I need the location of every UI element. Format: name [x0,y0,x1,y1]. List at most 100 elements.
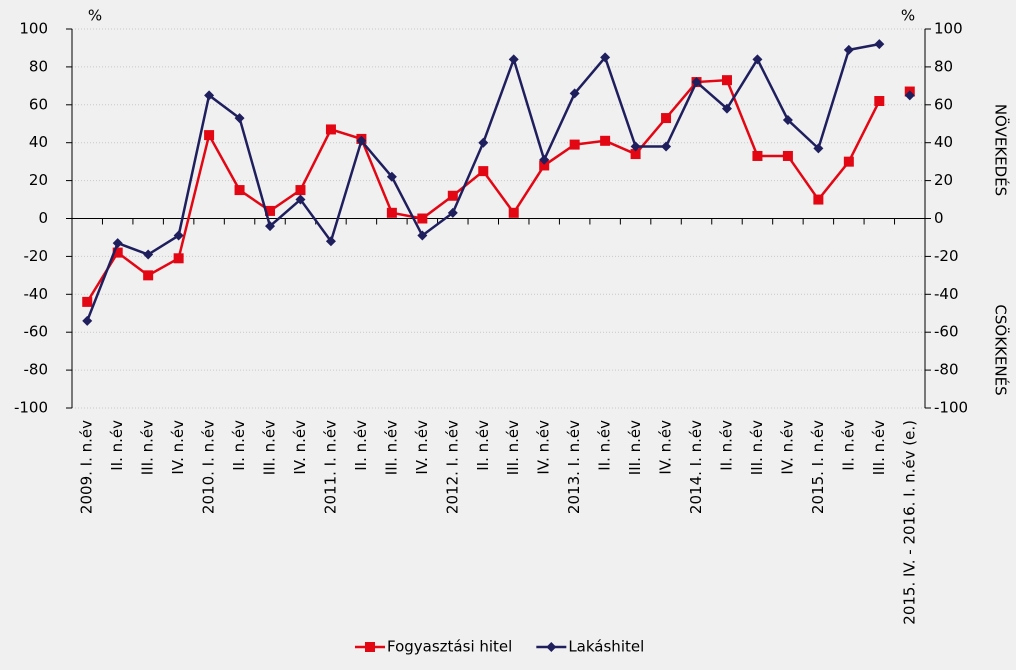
marker [112,238,123,249]
marker [752,150,763,161]
y-tick-label: -60 [24,323,49,341]
marker [569,88,580,99]
x-tick-label: II. n.év [839,420,857,471]
y-tick-label: -20 [24,247,49,265]
legend-marker [365,642,375,652]
y2-tick-label: 20 [934,171,953,189]
x-tick-label: II. n.év [717,420,735,471]
x-tick-label: 2009. I. n.év [78,420,96,514]
x-tick-label: IV. n.év [413,420,431,475]
y2-tick-label: 80 [934,57,953,75]
y2-axis-label: % [901,7,915,25]
marker [600,52,611,63]
marker [569,139,580,150]
marker [630,141,641,152]
marker [447,207,458,218]
legend-label: Lakáshitel [568,638,644,656]
y2-tick-label: -100 [934,399,968,417]
marker [386,171,397,182]
y2-tick-label: -40 [934,285,959,303]
x-tick-label: III. n.év [870,420,888,475]
marker [325,124,336,135]
marker [356,135,367,146]
x-tick-label: IV. n.év [778,420,796,475]
marker [173,253,184,264]
marker [691,77,702,88]
marker [782,114,793,125]
x-tick-label: IV. n.év [657,420,675,475]
marker [173,230,184,241]
x-tick-label: 2011. I. n.év [321,420,339,514]
marker [843,44,854,55]
marker [143,249,154,260]
y2-tick-label: 0 [934,209,944,227]
y2-tick-label: 40 [934,133,953,151]
marker [661,141,672,152]
x-tick-label: 2014. I. n.év [687,420,705,514]
y-tick-label: 0 [38,209,48,227]
y-tick-label: 100 [19,20,48,38]
x-tick-label: III. n.év [626,420,644,475]
marker [234,113,245,124]
marker [508,207,519,218]
y-tick-label: 20 [29,171,48,189]
marker [265,205,276,216]
marker [813,194,824,205]
marker [82,315,93,326]
marker [752,54,763,65]
y2-tick-label: 60 [934,95,953,113]
x-tick-label: II. n.év [230,420,248,471]
marker [539,160,550,171]
marker [386,207,397,218]
marker [447,190,458,201]
x-tick-label: III. n.év [382,420,400,475]
y2-tick-label: 100 [934,20,963,38]
marker [204,130,215,141]
marker [265,221,276,232]
marker [417,213,428,224]
legend-label: Fogyasztási hitel [387,638,512,656]
y-tick-label: 40 [29,133,48,151]
x-tick-label: II. n.év [108,420,126,471]
y-tick-label: -80 [24,361,49,379]
x-tick-label: IV. n.év [169,420,187,475]
y-tick-label: -100 [14,399,48,417]
x-tick-label: III. n.év [139,420,157,475]
legend-marker [546,642,557,652]
y-tick-label: 80 [29,57,48,75]
marker [843,156,854,167]
y2-tick-label: -80 [934,361,959,379]
marker [417,230,428,241]
x-tick-label: 2015. I. n.év [809,420,827,514]
marker [721,103,732,114]
x-tick-label: II. n.év [352,420,370,471]
marker [904,90,915,101]
marker [234,185,245,196]
marker [204,90,215,101]
marker [112,247,123,258]
marker [813,143,824,154]
x-tick-label: IV. n.év [291,420,309,475]
marker [874,96,885,107]
x-tick-label: III. n.év [261,420,279,475]
y-tick-label: -40 [24,285,49,303]
marker [478,137,489,148]
x-tick-label: II. n.év [474,420,492,471]
marker [661,113,672,124]
y-axis-label: % [88,7,102,25]
marker [721,75,732,86]
marker [295,194,306,205]
y2-tick-label: -60 [934,323,959,341]
marker [325,236,336,247]
marker [508,54,519,65]
x-tick-label: 2015. IV. - 2016. I. n.év (e.) [900,420,918,625]
marker [539,154,550,165]
marker [782,150,793,161]
x-tick-label: 2013. I. n.év [565,420,583,514]
x-tick-label: 2012. I. n.év [443,420,461,514]
marker [478,166,489,177]
marker [600,135,611,146]
